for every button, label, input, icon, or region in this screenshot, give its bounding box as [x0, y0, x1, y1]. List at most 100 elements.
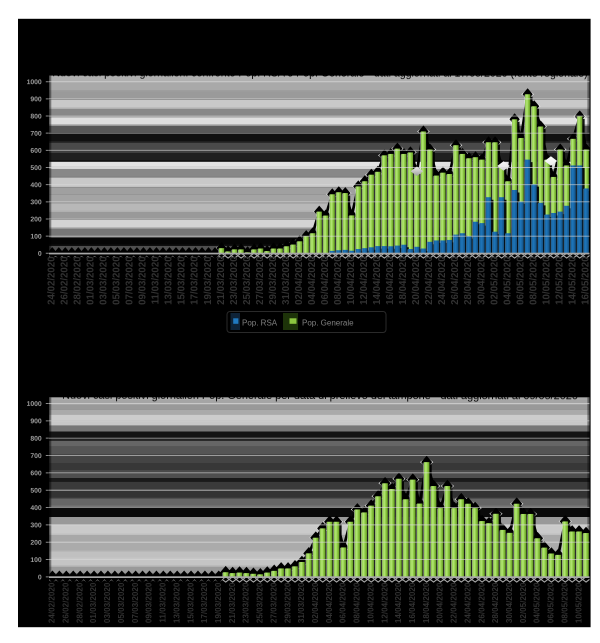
svg-text:15/03/2020: 15/03/2020: [186, 582, 195, 623]
svg-text:28/02/2020: 28/02/2020: [73, 256, 84, 305]
svg-text:04/04/2020: 04/04/2020: [307, 256, 318, 305]
svg-text:10/05/2020: 10/05/2020: [574, 582, 583, 623]
svg-text:Nuovi casi positivi giornalier: Nuovi casi positivi giornalieri: confron…: [52, 67, 587, 80]
svg-text:23/03/2020: 23/03/2020: [242, 582, 251, 623]
svg-text:19/03/2020: 19/03/2020: [203, 256, 214, 305]
svg-text:700: 700: [30, 453, 42, 460]
svg-text:26/04/2020: 26/04/2020: [450, 256, 461, 305]
svg-text:31/03/2020: 31/03/2020: [297, 582, 306, 623]
svg-text:06/05/2020: 06/05/2020: [515, 256, 526, 305]
svg-text:0: 0: [38, 251, 42, 258]
svg-text:16/05/2020: 16/05/2020: [580, 256, 591, 305]
svg-text:1000: 1000: [27, 401, 42, 408]
svg-text:03/03/2020: 03/03/2020: [103, 582, 112, 623]
svg-text:18/04/2020: 18/04/2020: [422, 582, 431, 623]
svg-text:07/03/2020: 07/03/2020: [125, 256, 136, 305]
svg-text:19/03/2020: 19/03/2020: [214, 582, 223, 623]
svg-text:04/05/2020: 04/05/2020: [533, 582, 542, 623]
svg-text:26/02/2020: 26/02/2020: [62, 582, 71, 623]
svg-text:500: 500: [30, 488, 42, 495]
svg-text:15/03/2020: 15/03/2020: [177, 256, 188, 305]
svg-text:400: 400: [30, 182, 42, 189]
svg-text:06/05/2020: 06/05/2020: [547, 582, 556, 623]
svg-text:12/04/2020: 12/04/2020: [359, 256, 370, 305]
svg-text:700: 700: [30, 131, 42, 138]
svg-text:27/03/2020: 27/03/2020: [269, 582, 278, 623]
svg-text:29/03/2020: 29/03/2020: [268, 256, 279, 305]
svg-text:25/03/2020: 25/03/2020: [242, 256, 253, 305]
svg-text:28/02/2020: 28/02/2020: [75, 582, 84, 623]
svg-text:28/04/2020: 28/04/2020: [463, 256, 474, 305]
svg-text:11/03/2020: 11/03/2020: [151, 256, 162, 304]
svg-text:02/04/2020: 02/04/2020: [311, 582, 320, 623]
svg-text:100: 100: [30, 234, 42, 241]
svg-text:09/03/2020: 09/03/2020: [138, 256, 149, 305]
svg-text:05/03/2020: 05/03/2020: [112, 256, 123, 305]
svg-text:06/04/2020: 06/04/2020: [320, 256, 331, 305]
svg-text:Pop. Generale: Pop. Generale: [302, 318, 354, 327]
svg-text:17/03/2020: 17/03/2020: [190, 256, 201, 305]
svg-text:01/03/2020: 01/03/2020: [89, 582, 98, 623]
svg-text:Nuovi casi positivi giornalier: Nuovi casi positivi giornalieri Pop. Gen…: [62, 390, 578, 403]
svg-text:08/04/2020: 08/04/2020: [353, 582, 362, 623]
svg-text:16/04/2020: 16/04/2020: [385, 256, 396, 305]
svg-text:24/02/2020: 24/02/2020: [46, 256, 57, 305]
svg-text:500: 500: [30, 165, 42, 172]
svg-text:07/03/2020: 07/03/2020: [131, 582, 140, 623]
svg-text:22/04/2020: 22/04/2020: [424, 256, 435, 305]
svg-text:600: 600: [30, 148, 42, 155]
svg-text:0: 0: [38, 574, 42, 581]
svg-text:900: 900: [30, 96, 42, 103]
svg-text:24/04/2020: 24/04/2020: [437, 256, 448, 305]
svg-text:10/05/2020: 10/05/2020: [541, 256, 552, 305]
svg-text:26/04/2020: 26/04/2020: [477, 582, 486, 623]
svg-text:30/04/2020: 30/04/2020: [476, 256, 487, 305]
svg-text:13/03/2020: 13/03/2020: [172, 582, 181, 623]
svg-text:09/03/2020: 09/03/2020: [145, 582, 154, 623]
svg-text:100: 100: [30, 557, 42, 564]
svg-text:31/03/2020: 31/03/2020: [281, 256, 292, 305]
svg-text:04/04/2020: 04/04/2020: [325, 582, 334, 623]
svg-text:25/03/2020: 25/03/2020: [256, 582, 265, 623]
svg-text:11/03/2020: 11/03/2020: [159, 582, 168, 623]
svg-text:300: 300: [30, 522, 42, 529]
svg-text:05/03/2020: 05/03/2020: [117, 582, 126, 623]
svg-text:17/03/2020: 17/03/2020: [200, 582, 209, 623]
svg-text:20/04/2020: 20/04/2020: [411, 256, 422, 305]
svg-text:300: 300: [30, 199, 42, 206]
svg-text:27/03/2020: 27/03/2020: [255, 256, 266, 305]
svg-text:10/04/2020: 10/04/2020: [346, 256, 357, 305]
svg-text:800: 800: [30, 113, 42, 120]
svg-text:26/02/2020: 26/02/2020: [59, 256, 70, 305]
svg-text:900: 900: [30, 418, 42, 425]
svg-text:14/05/2020: 14/05/2020: [567, 256, 578, 305]
svg-text:Pop. RSA: Pop. RSA: [242, 318, 278, 327]
svg-text:22/04/2020: 22/04/2020: [450, 582, 459, 623]
svg-text:23/03/2020: 23/03/2020: [229, 256, 240, 305]
svg-text:20/04/2020: 20/04/2020: [436, 582, 445, 623]
svg-text:10/04/2020: 10/04/2020: [366, 582, 375, 623]
svg-text:14/04/2020: 14/04/2020: [394, 582, 403, 623]
svg-text:01/03/2020: 01/03/2020: [86, 256, 97, 305]
svg-text:200: 200: [30, 216, 42, 223]
svg-text:24/04/2020: 24/04/2020: [463, 582, 472, 623]
svg-text:02/04/2020: 02/04/2020: [294, 256, 305, 305]
svg-text:14/04/2020: 14/04/2020: [372, 256, 383, 305]
svg-text:02/05/2020: 02/05/2020: [489, 256, 500, 305]
svg-text:400: 400: [30, 505, 42, 512]
svg-text:12/05/2020: 12/05/2020: [554, 256, 565, 305]
svg-text:200: 200: [30, 540, 42, 547]
svg-text:28/04/2020: 28/04/2020: [491, 582, 500, 623]
svg-text:04/05/2020: 04/05/2020: [502, 256, 513, 305]
svg-text:800: 800: [30, 436, 42, 443]
svg-text:600: 600: [30, 470, 42, 477]
svg-text:03/03/2020: 03/03/2020: [99, 256, 110, 305]
svg-text:1000: 1000: [27, 79, 42, 86]
svg-text:21/03/2020: 21/03/2020: [216, 256, 227, 305]
svg-text:08/05/2020: 08/05/2020: [528, 256, 539, 305]
svg-text:06/04/2020: 06/04/2020: [339, 582, 348, 623]
svg-text:13/03/2020: 13/03/2020: [164, 256, 175, 305]
svg-text:02/05/2020: 02/05/2020: [519, 582, 528, 623]
svg-text:30/04/2020: 30/04/2020: [505, 582, 514, 623]
svg-text:21/03/2020: 21/03/2020: [228, 582, 237, 623]
